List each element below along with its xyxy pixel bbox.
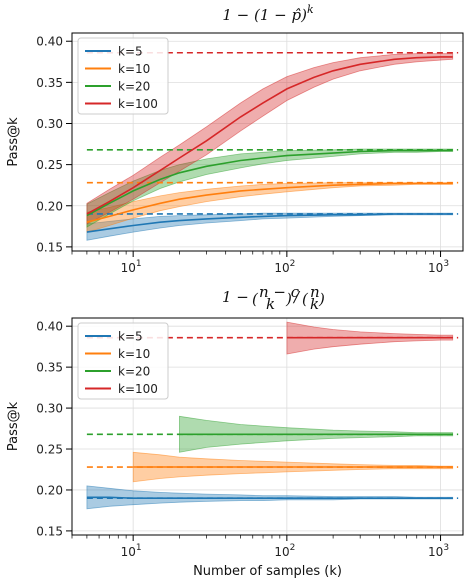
legend: k=5 k=10 k=20 k=100 bbox=[77, 37, 169, 115]
y-tick-label: 0.35 bbox=[36, 76, 63, 90]
x-tick-label-base: 10 bbox=[121, 261, 136, 275]
x-tick-label-exponent: 1 bbox=[136, 259, 142, 269]
x-axis-label: Number of samples (k) bbox=[193, 564, 342, 579]
chart-title: 1 − (1 − p̂)k bbox=[222, 3, 314, 24]
title-paren: ) bbox=[285, 290, 292, 308]
x-tick-label-base: 10 bbox=[274, 261, 289, 275]
x-tick-label-exponent: 2 bbox=[290, 543, 296, 553]
legend-entry-k20: k=20 bbox=[118, 365, 150, 379]
x-tick-label: 101 bbox=[121, 259, 142, 275]
chart-panel-bottom: 101 102 1030.150.200.250.300.350.40Pass@kN… bbox=[6, 317, 464, 579]
y-tick-label: 0.20 bbox=[36, 199, 63, 213]
y-axis-label: Pass@k bbox=[6, 401, 21, 451]
legend-box bbox=[77, 37, 169, 115]
x-tick-label: 101 bbox=[121, 543, 142, 559]
confidence-band-k100 bbox=[86, 53, 454, 225]
plot-frame bbox=[71, 317, 464, 536]
plot-frame bbox=[71, 32, 464, 252]
chart-title: 1 − (n − ck) /(nk) bbox=[222, 283, 325, 313]
y-tick-label: 0.30 bbox=[36, 117, 63, 131]
x-tick-label: 102 bbox=[274, 543, 295, 559]
x-tick-label-exponent: 1 bbox=[136, 543, 142, 553]
title-paren: ( bbox=[252, 290, 259, 308]
y-tick-label: 0.15 bbox=[36, 524, 63, 538]
x-tick-label-base: 10 bbox=[274, 545, 289, 559]
chart-title-base: 1 − (1 − p̂) bbox=[222, 6, 307, 24]
title-paren: ) bbox=[318, 290, 325, 308]
title-binomial-bottom: k bbox=[266, 295, 275, 313]
y-tick-label: 0.40 bbox=[36, 320, 63, 334]
confidence-band-k5 bbox=[86, 485, 454, 510]
y-tick-label: 0.25 bbox=[36, 443, 63, 457]
confidence-band-k10 bbox=[86, 182, 454, 233]
series-line-k100 bbox=[86, 56, 453, 215]
x-tick-label-base: 10 bbox=[121, 545, 136, 559]
series-line-k10 bbox=[86, 182, 453, 223]
grid bbox=[72, 33, 463, 251]
x-tick-label: 103 bbox=[428, 543, 449, 559]
legend-entry-k5: k=5 bbox=[118, 330, 143, 344]
y-tick-label: 0.35 bbox=[36, 361, 63, 375]
series-line-k5 bbox=[86, 496, 453, 500]
title-binomial-bottom: k bbox=[310, 295, 319, 313]
title-binomial-top: n − c bbox=[259, 283, 300, 301]
confidence-band-k20 bbox=[86, 148, 454, 228]
legend-entry-k10: k=10 bbox=[118, 62, 150, 76]
y-axis-label: Pass@k bbox=[6, 117, 21, 167]
legend-entry-k100: k=100 bbox=[118, 97, 158, 111]
x-tick-label-base: 10 bbox=[428, 261, 443, 275]
title-glyph: 1 − bbox=[222, 288, 249, 306]
x-tick-label-base: 10 bbox=[428, 545, 443, 559]
title-binomial-top: n bbox=[310, 283, 320, 301]
x-tick-label-exponent: 2 bbox=[290, 259, 296, 269]
legend-entry-k100: k=100 bbox=[118, 382, 158, 396]
legend-entry-k5: k=5 bbox=[118, 45, 143, 59]
x-axis: 101 102 103 bbox=[71, 251, 449, 275]
legend: k=5 k=10 k=20 k=100 bbox=[77, 322, 169, 400]
y-tick-label: 0.15 bbox=[36, 240, 63, 254]
x-axis: 101 102 103 bbox=[71, 535, 449, 559]
x-tick-label: 102 bbox=[274, 259, 295, 275]
x-tick-label-exponent: 3 bbox=[443, 543, 449, 553]
x-tick-label: 103 bbox=[428, 259, 449, 275]
legend-entry-k10: k=10 bbox=[118, 347, 150, 361]
confidence-band-k5 bbox=[86, 212, 454, 241]
series-line-k20 bbox=[86, 149, 453, 217]
y-tick-label: 0.25 bbox=[36, 158, 63, 172]
x-tick-label-exponent: 3 bbox=[443, 259, 449, 269]
y-tick-label: 0.40 bbox=[36, 35, 63, 49]
y-axis: 0.15 0.20 0.25 0.30 0.35 0.40 bbox=[36, 320, 72, 538]
title-paren: ( bbox=[302, 290, 309, 308]
chart-title-superscript: k bbox=[307, 3, 314, 16]
series-line-k5 bbox=[86, 213, 453, 233]
title-glyph: / bbox=[292, 288, 301, 306]
y-tick-label: 0.20 bbox=[36, 483, 63, 497]
legend-entry-k20: k=20 bbox=[118, 80, 150, 94]
legend-box bbox=[77, 322, 169, 400]
y-axis: 0.15 0.20 0.25 0.30 0.35 0.40 bbox=[36, 35, 72, 254]
chart-panel-top: 101 102 1030.150.200.250.300.350.40Pass@kk… bbox=[6, 32, 464, 275]
y-tick-label: 0.30 bbox=[36, 402, 63, 416]
